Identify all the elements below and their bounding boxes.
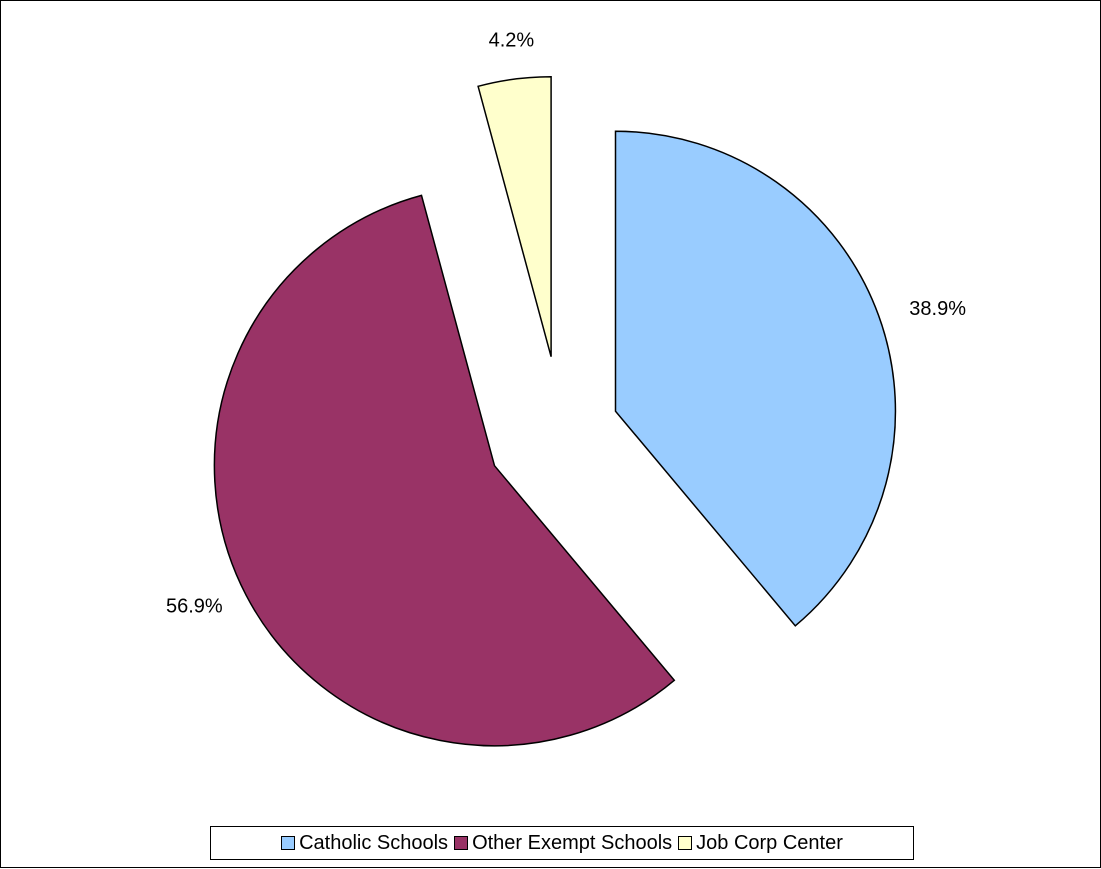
legend-item-catholic-schools: Catholic Schools xyxy=(281,832,448,855)
slice-catholic-schools xyxy=(614,130,897,627)
legend-label-catholic-schools: Catholic Schools xyxy=(299,831,449,854)
data-label-other-exempt-schools: 56.9% xyxy=(166,595,223,617)
legend-swatch-job-corp-center xyxy=(678,836,693,850)
legend-swatch-other-exempt-schools xyxy=(454,836,469,850)
data-label-job-corp-center: 4.2% xyxy=(489,29,535,51)
slice-job-corp-center xyxy=(477,75,552,357)
data-label-catholic-schools: 38.9% xyxy=(909,298,966,320)
slice-other-exempt-schools xyxy=(213,194,676,747)
legend: Catholic Schools Other Exempt Schools Jo… xyxy=(210,826,914,860)
legend-label-other-exempt-schools: Other Exempt Schools xyxy=(472,831,673,854)
legend-item-job-corp-center: Job Corp Center xyxy=(678,832,843,855)
legend-label-job-corp-center: Job Corp Center xyxy=(696,831,843,854)
legend-swatch-catholic-schools xyxy=(281,836,296,850)
legend-item-other-exempt-schools: Other Exempt Schools xyxy=(454,832,672,855)
